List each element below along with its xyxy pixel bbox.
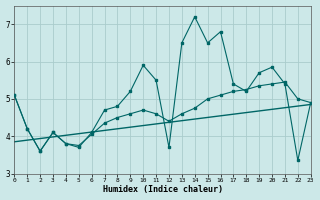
X-axis label: Humidex (Indice chaleur): Humidex (Indice chaleur) bbox=[102, 185, 222, 194]
